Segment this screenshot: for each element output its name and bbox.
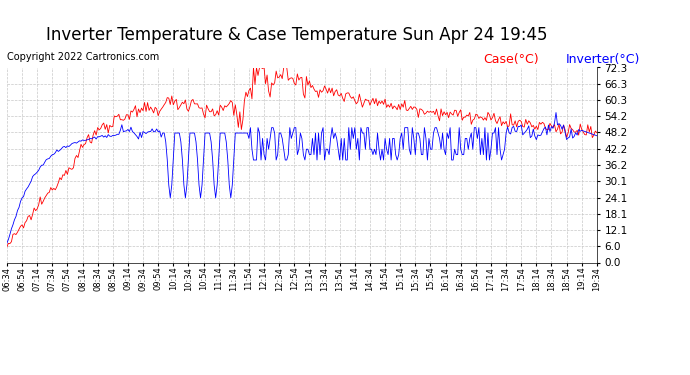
Case(°C) (135, 107, 143, 111)
Case(°C) (249, 65, 257, 70)
Case(°C) (522, 117, 530, 122)
Inverter(°C) (520, 131, 529, 135)
Text: Copyright 2022 Cartronics.com: Copyright 2022 Cartronics.com (7, 53, 159, 63)
Case(°C) (190, 102, 199, 106)
Case(°C) (593, 130, 601, 135)
Case(°C) (387, 101, 395, 105)
Case(°C) (558, 130, 566, 134)
Line: Inverter(°C): Inverter(°C) (7, 112, 597, 243)
Text: Case(°C): Case(°C) (483, 53, 539, 66)
Inverter(°C) (558, 127, 566, 132)
Line: Case(°C): Case(°C) (7, 68, 597, 247)
Inverter(°C) (494, 125, 502, 130)
Case(°C) (496, 114, 504, 119)
Text: Inverter(°C): Inverter(°C) (566, 53, 640, 66)
Inverter(°C) (386, 136, 394, 141)
Inverter(°C) (135, 137, 143, 141)
Text: Inverter Temperature & Case Temperature Sun Apr 24 19:45: Inverter Temperature & Case Temperature … (46, 26, 547, 44)
Case(°C) (3, 244, 11, 249)
Inverter(°C) (593, 134, 601, 138)
Inverter(°C) (190, 131, 199, 135)
Inverter(°C) (552, 110, 560, 115)
Inverter(°C) (3, 241, 11, 245)
